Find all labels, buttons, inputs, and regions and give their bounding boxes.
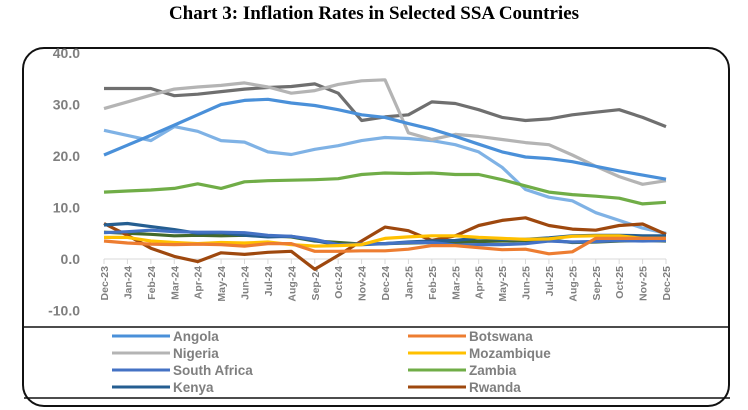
legend-label: Kenya	[173, 380, 214, 395]
legend-label: South Africa	[173, 363, 253, 378]
x-tick-label: Feb-25	[427, 266, 439, 300]
x-tick-label: Jan-25	[403, 266, 415, 299]
x-tick-label: Jun-24	[240, 266, 252, 300]
legend-label: Nigeria	[173, 346, 219, 361]
x-tick-label: Mar-25	[450, 266, 462, 300]
y-tick-label: 0.0	[61, 251, 81, 267]
x-tick-label: Apr-24	[193, 266, 205, 299]
x-tick-label: Aug-24	[286, 266, 298, 302]
series-line-rwanda	[103, 216, 667, 271]
series-line-angola	[103, 97, 667, 181]
x-tick-label: Jun-25	[521, 266, 533, 300]
x-tick-label: Sep-25	[591, 266, 603, 301]
y-tick-label: -10.0	[48, 303, 80, 319]
legend-label: Rwanda	[469, 380, 521, 395]
x-tick-label: Jul-25	[544, 266, 556, 297]
x-tick-label: Dec-25	[661, 266, 673, 301]
x-tick-label: May-25	[497, 266, 509, 302]
y-tick-label: 40.0	[53, 45, 80, 61]
x-tick-label: Dec-23	[99, 266, 111, 301]
x-tick-label: Nov-25	[638, 266, 650, 301]
chart-frame	[22, 47, 730, 407]
y-tick-label: 30.0	[53, 97, 80, 113]
x-tick-label: Feb-24	[146, 266, 158, 300]
x-tick-label: Sep-24	[310, 266, 322, 301]
y-tick-label: 10.0	[53, 200, 80, 216]
x-tick-label: Mar-24	[169, 266, 181, 300]
series-line-nigeria	[103, 78, 667, 186]
legend-label: Zambia	[469, 363, 517, 378]
x-tick-label: Oct-24	[333, 266, 345, 299]
chart-title: Chart 3: Inflation Rates in Selected SSA…	[168, 3, 580, 24]
series-line-south-africa	[103, 228, 667, 247]
y-tick-label: 20.0	[53, 148, 80, 164]
x-tick-label: Oct-25	[614, 266, 626, 299]
x-tick-label: Jan-24	[122, 266, 134, 299]
x-tick-label: Apr-25	[474, 266, 486, 299]
x-tick-label: Aug-25	[567, 266, 579, 302]
x-tick-label: Jul-24	[263, 266, 275, 297]
series-line-botswana	[103, 236, 666, 256]
series-line-unlabeled-9	[103, 124, 667, 235]
series-line-zambia	[103, 171, 667, 206]
x-tick-label: May-24	[216, 266, 228, 302]
x-tick-label: Nov-24	[357, 266, 369, 301]
legend-label: Angola	[173, 329, 219, 344]
legend-label: Mozambique	[469, 346, 551, 361]
x-tick-label: Dec-24	[380, 266, 392, 301]
legend-label: Botswana	[469, 329, 533, 344]
